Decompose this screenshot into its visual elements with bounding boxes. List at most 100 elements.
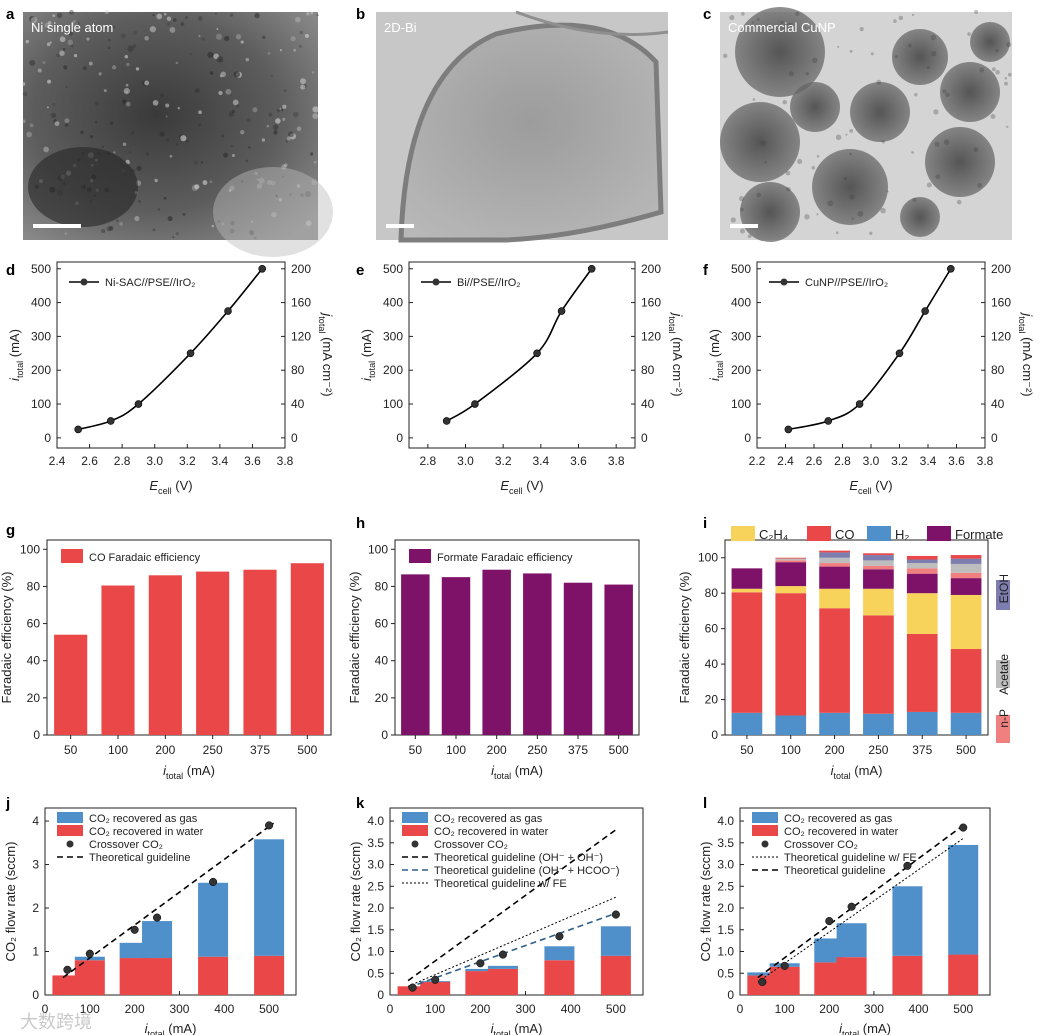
bar-segment-formate	[906, 573, 938, 594]
atom-speck	[126, 62, 130, 67]
particle-speck	[756, 192, 762, 198]
chart-k: 0 100 200 300 400 500 0 0.5 1.0 1.5 2.0 2.5 3.0 3.5 4.…	[348, 807, 644, 1035]
x-tick-label: 200	[487, 743, 507, 757]
atom-speck	[282, 104, 287, 109]
particle-speck	[797, 158, 803, 165]
atom-speck	[95, 120, 98, 124]
legend-swatch	[867, 526, 891, 541]
guideline	[407, 829, 617, 982]
y-axis-label: itotal (mA)	[359, 329, 377, 381]
crossover-point	[476, 959, 485, 968]
atom-speck	[231, 154, 235, 158]
chart-d: 2.4 2.6 2.8 3.0 3.2 3.4 3.6 3.80100200300400500…	[7, 261, 335, 496]
axis-label-subscript: total	[1017, 316, 1027, 333]
atom-speck	[194, 184, 200, 190]
atom-speck	[166, 138, 169, 142]
atom-speck	[310, 11, 314, 15]
data-point	[224, 307, 232, 315]
bright-region	[213, 167, 333, 257]
atom-speck	[275, 118, 281, 124]
copper-particle	[940, 62, 1000, 122]
axis-label-subscript: total	[15, 361, 25, 378]
atom-speck	[221, 222, 225, 226]
atom-speck	[207, 51, 214, 59]
particle-speck	[811, 57, 818, 64]
x-tick-label: 3.2	[179, 454, 196, 468]
bar-water	[600, 955, 631, 995]
x-tick-label: 3.6	[570, 454, 587, 468]
x-tick-label: 3.0	[863, 454, 880, 468]
atom-speck	[302, 84, 307, 89]
y2-tick-label: 80	[991, 363, 1005, 377]
data-point	[784, 425, 793, 434]
series-line	[77, 268, 263, 431]
data-point	[186, 349, 195, 358]
atom-speck	[166, 16, 172, 21]
x-tick-label: 3.4	[920, 454, 937, 468]
atom-speck	[230, 145, 234, 148]
crossover-point	[498, 950, 507, 959]
atom-speck	[149, 26, 157, 33]
y-tick-label: 60	[27, 617, 41, 631]
atom-speck	[197, 16, 203, 21]
atom-speck	[108, 38, 111, 42]
y2-tick-label: 0	[291, 431, 298, 445]
particle-speck	[752, 98, 756, 101]
particle-speck	[912, 197, 917, 202]
atom-speck	[21, 82, 26, 86]
y-tick-label: 0.5	[717, 966, 734, 980]
x-tick-label: 500	[609, 743, 629, 757]
atom-speck	[98, 72, 102, 76]
atom-speck	[106, 225, 112, 232]
atom-speck	[224, 35, 230, 42]
x-tick-label: 250	[868, 743, 888, 757]
bar	[243, 569, 277, 735]
axis-label-subscript: cell	[158, 486, 172, 496]
chart-g: 0 20 40 60 80 100 50 100 200 250 375 500 CO Faradaic…	[0, 539, 332, 781]
atom-speck	[64, 118, 70, 124]
atom-speck	[248, 145, 251, 149]
particle-speck	[730, 217, 736, 223]
atom-speck	[101, 145, 104, 148]
legend-swatch	[752, 825, 778, 836]
y2-tick-label: 200	[641, 262, 661, 276]
micrograph-1: Ni single atom	[21, 9, 333, 257]
atom-speck	[236, 104, 240, 108]
atom-speck	[46, 42, 51, 47]
atom-speck	[209, 71, 214, 75]
atom-speck	[50, 112, 57, 119]
legend-swatch	[402, 812, 428, 823]
x-tick-label: 500	[953, 1002, 973, 1016]
atom-speck	[281, 164, 287, 170]
particle-speck	[934, 141, 940, 147]
y-axis-label: itotal (mA)	[7, 329, 25, 381]
legend-label: Formate	[955, 527, 1003, 542]
particle-speck	[933, 109, 939, 115]
atom-speck	[249, 230, 254, 236]
y-tick-label: 40	[27, 654, 41, 668]
particle-speck	[935, 174, 941, 180]
y2-tick-label: 80	[291, 363, 305, 377]
atom-speck	[231, 109, 235, 114]
atom-speck	[152, 228, 156, 232]
y-tick-label: 0	[44, 431, 51, 445]
particle-speck	[880, 207, 886, 214]
atom-speck	[115, 219, 119, 223]
atom-speck	[22, 91, 28, 97]
legend-label: Crossover CO₂	[434, 839, 508, 851]
axis-label-symbol: E	[149, 478, 158, 493]
atom-speck	[59, 36, 66, 43]
atom-speck	[240, 130, 245, 135]
particle-speck	[811, 165, 816, 170]
y-tick-label: 0.5	[367, 966, 384, 980]
atom-speck	[152, 100, 159, 106]
particle-speck	[804, 214, 810, 220]
y-axis-label: Faradaic efficiency (%)	[0, 572, 14, 704]
particle-speck	[870, 52, 874, 56]
legend-label: CO₂ recovered in water	[434, 826, 549, 838]
x-tick-label: 0	[42, 1002, 49, 1016]
side-label: n-P	[997, 709, 1011, 728]
bar-segment-np	[906, 568, 938, 574]
y-tick-label: 80	[375, 579, 389, 593]
axis-label-unit: (V)	[872, 478, 893, 493]
